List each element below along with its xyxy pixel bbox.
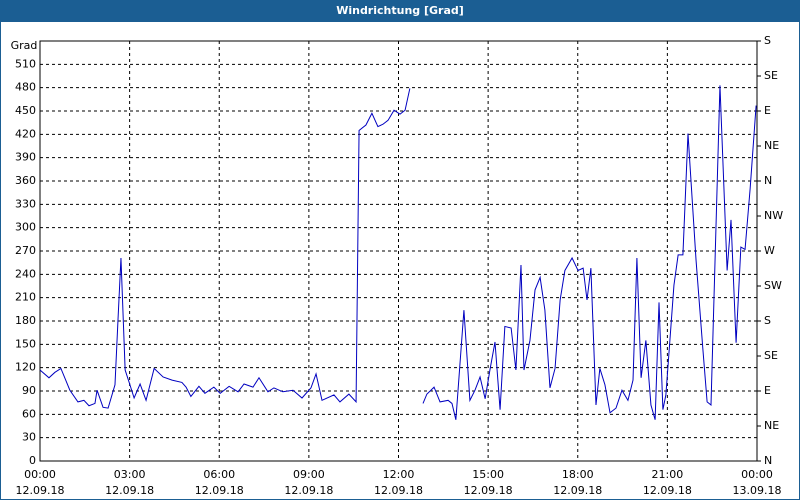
x-tick-label: 12:00	[383, 468, 415, 481]
x-tick-label: 09:00	[293, 468, 325, 481]
y-tick-label: 120	[15, 361, 36, 374]
plot-frame	[39, 40, 758, 462]
x-tick-label: 15:00	[472, 468, 504, 481]
y-tick-label: 480	[15, 81, 36, 94]
x-tick-label: 18:00	[562, 468, 594, 481]
x-tick-date: 12.09.18	[16, 484, 65, 497]
y-tick-label: 270	[15, 244, 36, 257]
y-tick-label: 420	[15, 127, 36, 140]
y2-tick-label: W	[764, 244, 775, 257]
x-tick-label: 03:00	[114, 468, 146, 481]
y2-tick-label: S	[764, 34, 771, 47]
x-tick-date: 12.09.18	[284, 484, 333, 497]
y-tick-label: 390	[15, 151, 36, 164]
x-tick-date: 12.09.18	[374, 484, 423, 497]
y2-tick-label: SE	[764, 349, 778, 362]
x-tick-date: 12.09.18	[643, 484, 692, 497]
x-tick-label: 21:00	[652, 468, 684, 481]
y2-tick-label: NE	[764, 139, 779, 152]
x-tick-date: 12.09.18	[553, 484, 602, 497]
y-tick-label: 180	[15, 314, 36, 327]
y-tick-label: 240	[15, 267, 36, 280]
y2-tick-label: SW	[764, 279, 782, 292]
y-tick-label: 90	[22, 384, 36, 397]
y-tick-label: 300	[15, 221, 36, 234]
x-tick-label: 00:00	[24, 468, 56, 481]
y-tick-label: 0	[29, 454, 36, 467]
y-tick-label: 60	[22, 407, 36, 420]
y2-tick-label: E	[764, 104, 771, 117]
y-axis-label: Grad	[11, 39, 38, 52]
y-tick-label: 450	[15, 104, 36, 117]
y2-tick-label: S	[764, 314, 771, 327]
y-tick-label: 330	[15, 197, 36, 210]
y-tick-label: 150	[15, 337, 36, 350]
x-tick-date: 12.09.18	[105, 484, 154, 497]
y-tick-label: 360	[15, 174, 36, 187]
y2-tick-label: SE	[764, 69, 778, 82]
y-tick-label: 30	[22, 431, 36, 444]
y2-tick-label: E	[764, 384, 771, 397]
x-tick-date: 12.09.18	[195, 484, 244, 497]
y2-tick-label: N	[764, 174, 772, 187]
y2-tick-label: NE	[764, 419, 779, 432]
x-tick-date: 13.09.18	[733, 484, 782, 497]
y-tick-label: 510	[15, 57, 36, 70]
data-line	[39, 85, 757, 420]
y2-tick-label: NW	[764, 209, 783, 222]
y2-tick-label: N	[764, 454, 772, 467]
title-bar	[0, 0, 800, 22]
chart-title: Windrichtung [Grad]	[336, 4, 464, 17]
x-tick-label: 00:00	[741, 468, 773, 481]
x-tick-date: 12.09.18	[464, 484, 513, 497]
y-tick-label: 210	[15, 291, 36, 304]
x-tick-label: 06:00	[203, 468, 235, 481]
